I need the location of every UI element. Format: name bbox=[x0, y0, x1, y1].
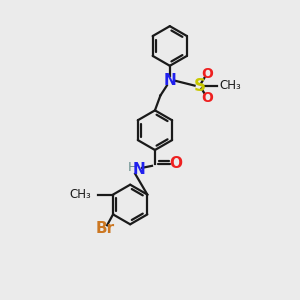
Text: O: O bbox=[202, 67, 213, 81]
Text: O: O bbox=[169, 156, 182, 171]
Text: N: N bbox=[133, 162, 146, 177]
Text: Br: Br bbox=[95, 221, 115, 236]
Text: S: S bbox=[194, 76, 206, 94]
Text: CH₃: CH₃ bbox=[219, 79, 241, 92]
Text: H: H bbox=[128, 161, 138, 174]
Text: O: O bbox=[202, 92, 213, 106]
Text: CH₃: CH₃ bbox=[70, 188, 91, 201]
Text: N: N bbox=[164, 73, 176, 88]
